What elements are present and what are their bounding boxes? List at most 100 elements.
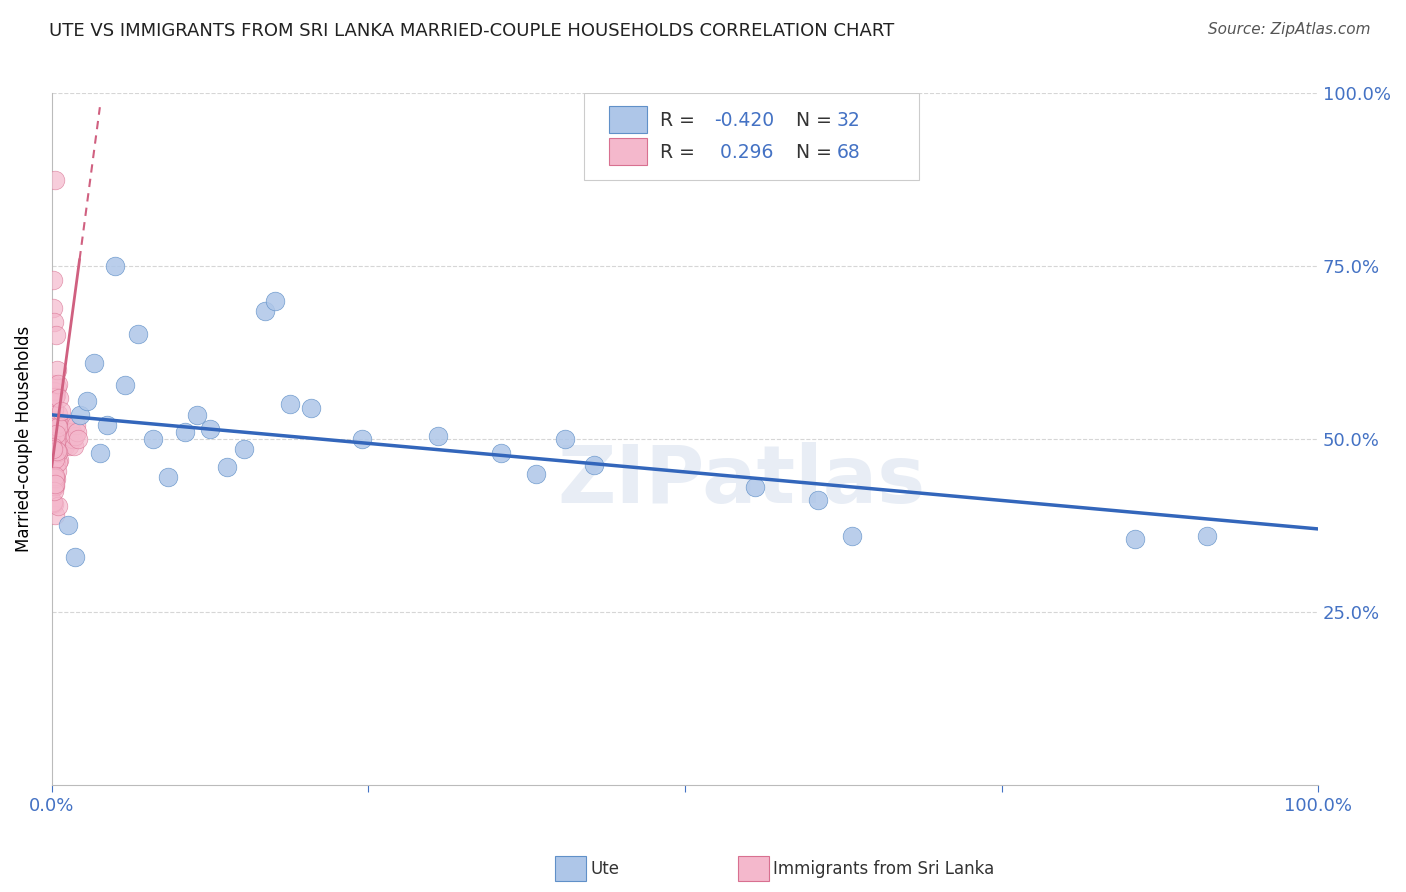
Point [45,457,67,471]
Point [46,420,69,434]
Point [63,549,86,564]
Point [1123,533,1146,547]
Point [66,425,89,439]
Point [48,391,70,405]
Point [45,443,67,458]
Point [45,428,67,442]
Point [44,479,66,493]
Point [253,304,276,318]
Point [44,508,66,522]
Point [49,425,72,439]
Point [127,326,149,341]
Point [46,432,69,446]
Point [58,428,80,442]
Text: 68: 68 [837,143,860,161]
Point [49,428,72,442]
Point [62,432,84,446]
Point [49,418,72,433]
Point [46,417,69,431]
Point [45,428,67,442]
Point [524,467,547,481]
Point [42,396,65,410]
FancyBboxPatch shape [583,94,920,180]
Point [53,432,76,446]
Point [58,439,80,453]
Text: Source: ZipAtlas.com: Source: ZipAtlas.com [1208,22,1371,37]
Point [263,293,285,308]
Point [55,428,77,442]
Point [63,428,86,442]
Y-axis label: Married-couple Households: Married-couple Households [15,326,32,552]
Point [44,411,66,425]
Point [67,432,90,446]
Point [46,432,69,446]
Point [45,425,67,439]
Point [46,425,69,439]
Point [157,470,180,484]
Point [44,476,66,491]
Point [186,408,208,422]
Point [44,425,66,439]
Point [44,439,66,453]
Point [46,455,69,469]
Text: N =: N = [783,143,838,161]
Point [49,404,72,418]
Point [44,434,66,448]
Point [42,273,65,287]
Point [42,408,65,422]
Point [42,442,65,457]
Text: Immigrants from Sri Lanka: Immigrants from Sri Lanka [773,860,994,878]
Point [44,428,66,442]
Point [46,418,69,433]
Point [52,418,75,433]
Point [65,418,87,433]
Point [42,496,65,510]
Point [49,439,72,453]
Point [744,480,766,494]
Point [45,388,67,402]
Point [60,425,83,439]
Point [48,428,70,442]
Point [42,395,65,409]
Point [198,422,221,436]
Point [42,472,65,486]
Point [42,497,65,511]
Text: R =: R = [659,143,700,161]
Point [44,480,66,494]
Point [55,418,77,433]
Point [48,439,70,453]
Point [582,458,605,473]
Point [44,452,66,467]
Point [46,407,69,421]
Point [841,529,863,543]
Point [45,435,67,450]
Point [45,428,67,442]
Point [427,428,450,442]
Point [44,418,66,433]
Point [42,495,65,509]
Point [52,432,75,446]
Point [45,439,67,453]
Point [142,432,165,446]
Point [42,484,65,499]
Point [45,328,67,343]
Point [45,432,67,446]
Point [45,422,67,436]
Point [46,500,69,514]
Point [48,425,70,439]
Point [89,446,111,460]
Point [56,432,79,446]
Point [42,422,65,436]
Point [45,472,67,486]
Point [51,425,73,439]
Point [59,418,82,433]
Point [42,439,65,453]
Point [48,432,70,446]
Point [44,479,66,493]
Point [96,418,118,433]
Point [807,492,830,507]
Point [1195,529,1218,543]
Point [44,385,66,400]
Point [62,439,84,453]
Point [233,442,256,457]
